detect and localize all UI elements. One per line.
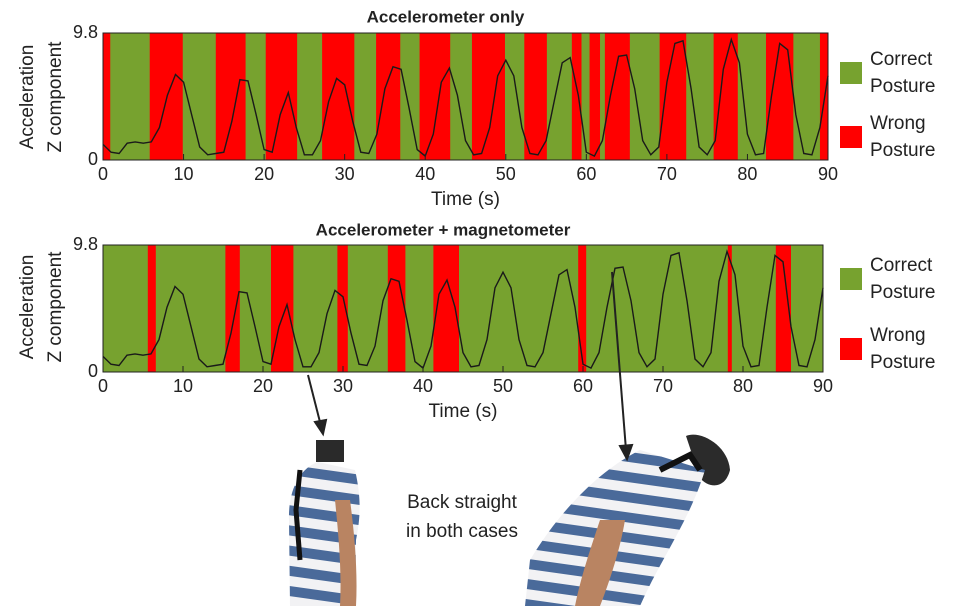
chart-title: Accelerometer only xyxy=(367,7,525,26)
legend-swatch xyxy=(840,62,862,84)
wrong-band xyxy=(266,33,297,160)
x-tick-label: 30 xyxy=(333,376,353,396)
x-tick-label: 10 xyxy=(173,376,193,396)
x-tick-label: 70 xyxy=(653,376,673,396)
y-tick-label: 0 xyxy=(88,361,98,381)
legend-label: Posture xyxy=(870,76,935,97)
x-tick-label: 90 xyxy=(818,164,838,184)
x-tick-label: 80 xyxy=(733,376,753,396)
wrong-band xyxy=(388,245,406,372)
legend-label: Correct xyxy=(870,49,933,70)
legend-swatch xyxy=(840,338,862,360)
wrong-band xyxy=(714,33,738,160)
y-axis-label: Acceleration xyxy=(17,255,38,360)
wrong-band xyxy=(578,245,586,372)
wrong-band xyxy=(590,33,600,160)
wrong-band xyxy=(376,33,400,160)
y-axis-label: Z component xyxy=(45,251,66,363)
y-tick-label: 9.8 xyxy=(73,22,98,42)
y-axis-label: Z component xyxy=(45,41,66,153)
wrong-band xyxy=(103,33,110,160)
legend-label: Posture xyxy=(870,140,935,161)
chart-title: Accelerometer + magnetometer xyxy=(316,220,571,239)
legend-label: Posture xyxy=(870,352,935,373)
chart: 0 10 20 30 40 50 60 70 80 90 0 9.8 Accelerometer + m… xyxy=(17,220,935,422)
x-tick-label: 50 xyxy=(496,164,516,184)
wrong-band xyxy=(572,33,582,160)
wrong-band xyxy=(605,33,630,160)
x-tick-label: 0 xyxy=(98,164,108,184)
y-tick-label: 0 xyxy=(88,149,98,169)
legend-label: Wrong xyxy=(870,325,926,346)
x-tick-label: 80 xyxy=(737,164,757,184)
wrong-band xyxy=(420,33,451,160)
arrow xyxy=(308,375,326,434)
x-tick-label: 10 xyxy=(174,164,194,184)
x-tick-label: 90 xyxy=(813,376,833,396)
x-tick-label: 70 xyxy=(657,164,677,184)
x-tick-label: 20 xyxy=(254,164,274,184)
legend-label: Correct xyxy=(870,255,933,276)
x-tick-label: 30 xyxy=(335,164,355,184)
photo-person-upright xyxy=(289,440,360,606)
wrong-band xyxy=(216,33,246,160)
y-tick-label: 9.8 xyxy=(73,234,98,254)
annotation: in both cases xyxy=(406,521,518,542)
annotation: Back straight xyxy=(407,492,518,513)
x-tick-label: 20 xyxy=(253,376,273,396)
wrong-band xyxy=(322,33,354,160)
y-axis-label: Acceleration xyxy=(17,45,38,150)
x-tick-label: 60 xyxy=(573,376,593,396)
wrong-band xyxy=(225,245,239,372)
x-axis-label: Time (s) xyxy=(431,189,500,210)
x-tick-label: 40 xyxy=(413,376,433,396)
wrong-band xyxy=(524,33,547,160)
wrong-band xyxy=(271,245,293,372)
x-tick-label: 60 xyxy=(576,164,596,184)
x-axis-label: Time (s) xyxy=(429,401,498,422)
wrong-band xyxy=(150,33,183,160)
x-tick-label: 40 xyxy=(415,164,435,184)
x-tick-label: 0 xyxy=(98,376,108,396)
x-tick-label: 50 xyxy=(493,376,513,396)
wrong-band xyxy=(766,33,793,160)
legend-swatch xyxy=(840,126,862,148)
legend-swatch xyxy=(840,268,862,290)
wrong-band xyxy=(472,33,505,160)
legend-label: Posture xyxy=(870,282,935,303)
chart: 0 10 20 30 40 50 60 70 80 90 0 9.8 Accelerometer onl… xyxy=(17,7,935,210)
wrong-band xyxy=(820,33,828,160)
figure: 0 10 20 30 40 50 60 70 80 90 0 9.8 Accelerometer + m… xyxy=(0,0,955,606)
legend-label: Wrong xyxy=(870,113,926,134)
